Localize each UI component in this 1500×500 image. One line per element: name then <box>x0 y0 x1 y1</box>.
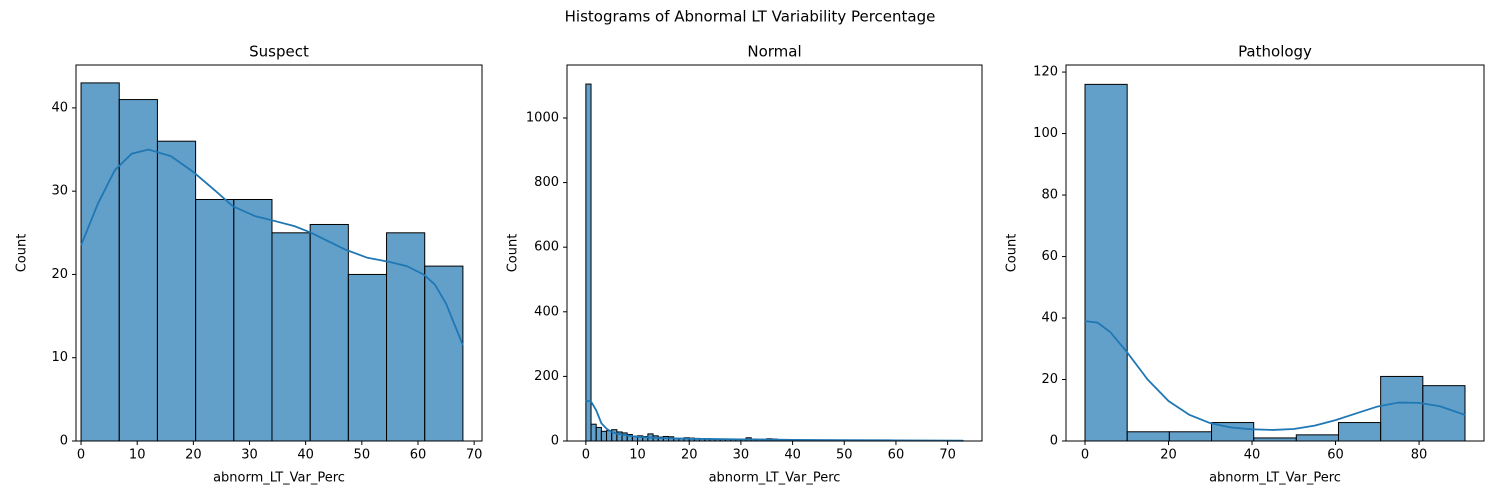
bar <box>1337 422 1382 442</box>
bar <box>156 140 197 442</box>
bar <box>1295 434 1339 442</box>
y-tick-label: 40 <box>51 100 68 115</box>
kde-line <box>585 399 964 442</box>
bar <box>590 423 597 442</box>
x-tick-label: 0 <box>1081 448 1089 463</box>
bar <box>600 430 608 442</box>
y-axis-label: Count <box>506 234 521 273</box>
y-tick-label: 200 <box>534 369 559 384</box>
x-axis-label: abnorm_LT_Var_Perc <box>709 471 841 486</box>
x-tick-label: 50 <box>354 448 371 463</box>
y-tick-label: 100 <box>1033 126 1058 141</box>
x-tick-label: 10 <box>129 448 146 463</box>
y-tick-label: 60 <box>1041 249 1058 264</box>
bar <box>1126 431 1170 442</box>
x-tick-label: 60 <box>1327 448 1344 463</box>
bar <box>585 83 592 442</box>
y-axis-label: Count <box>1005 234 1020 273</box>
y-tick-label: 0 <box>60 434 68 449</box>
axes-title: Pathology <box>1238 43 1312 61</box>
x-tick-label: 70 <box>466 448 483 463</box>
kde-line <box>80 148 464 346</box>
y-tick-label: 120 <box>1033 65 1058 80</box>
x-tick-label: 70 <box>939 448 956 463</box>
x-tick-label: 50 <box>836 448 853 463</box>
x-tick-label: 0 <box>582 448 590 463</box>
x-axis-label: abnorm_LT_Var_Perc <box>213 471 345 486</box>
y-tick-label: 40 <box>1041 311 1058 326</box>
y-axis-label: Count <box>15 234 30 273</box>
axes-frame <box>75 64 483 442</box>
bar <box>1380 375 1424 442</box>
bar <box>195 198 235 442</box>
x-tick-label: 20 <box>681 448 698 463</box>
bar <box>1168 431 1213 442</box>
figure-title: Histograms of Abnormal LT Variability Pe… <box>565 8 936 26</box>
bar <box>386 232 426 442</box>
y-tick-label: 400 <box>534 304 559 319</box>
x-tick-label: 40 <box>297 448 314 463</box>
axes-frame <box>1065 64 1485 442</box>
bar <box>80 82 120 442</box>
y-tick-label: 600 <box>534 240 559 255</box>
bar <box>233 198 273 442</box>
bar <box>347 273 388 442</box>
axes-title: Suspect <box>249 43 309 61</box>
y-tick-label: 30 <box>51 184 68 199</box>
x-tick-label: 30 <box>241 448 258 463</box>
x-tick-label: 30 <box>733 448 750 463</box>
x-tick-label: 60 <box>888 448 905 463</box>
y-tick-label: 0 <box>1050 434 1058 449</box>
x-tick-label: 10 <box>629 448 646 463</box>
y-tick-label: 0 <box>551 434 559 449</box>
y-tick-label: 80 <box>1041 188 1058 203</box>
x-tick-label: 20 <box>1160 448 1177 463</box>
y-tick-label: 1000 <box>526 110 559 125</box>
kde-line <box>1084 320 1466 431</box>
x-tick-label: 40 <box>1244 448 1261 463</box>
y-tick-label: 20 <box>51 267 68 282</box>
y-tick-label: 20 <box>1041 372 1058 387</box>
y-tick-label: 800 <box>534 175 559 190</box>
x-tick-label: 60 <box>410 448 427 463</box>
bar <box>118 99 158 442</box>
y-tick-label: 10 <box>51 350 68 365</box>
bar <box>271 232 311 442</box>
bar <box>424 265 464 442</box>
x-tick-label: 40 <box>784 448 801 463</box>
bar <box>309 223 349 442</box>
x-axis-label: abnorm_LT_Var_Perc <box>1209 471 1341 486</box>
x-tick-label: 0 <box>77 448 85 463</box>
bar <box>595 426 602 442</box>
x-tick-label: 80 <box>1411 448 1428 463</box>
bar <box>1084 83 1128 442</box>
x-tick-label: 20 <box>185 448 202 463</box>
axes-title: Normal <box>747 43 801 61</box>
axes-frame <box>566 64 983 442</box>
